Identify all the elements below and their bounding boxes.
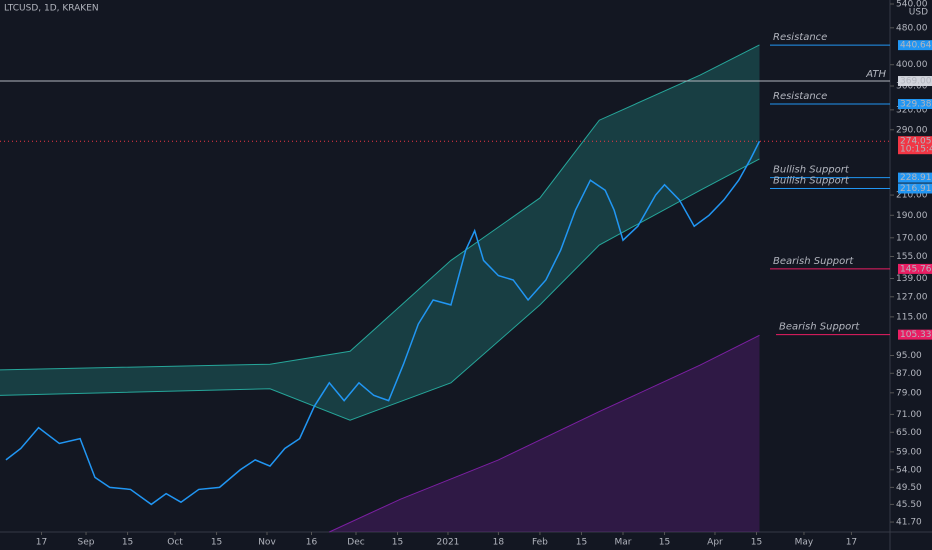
x-tick-label: Mar <box>615 538 632 548</box>
price-line <box>5 140 761 506</box>
y-tick-label: 170.00 <box>896 233 928 243</box>
y-tick-label: 480.00 <box>896 23 928 33</box>
level-price: 440.64 <box>900 41 932 51</box>
y-tick-label: 71.00 <box>896 410 922 420</box>
level-tag <box>898 329 932 340</box>
level-price: 228.91 <box>900 173 932 183</box>
y-tick-label: 41.70 <box>896 518 922 528</box>
last-price-value: 274.05 <box>900 137 932 147</box>
x-tick-label: 15 <box>576 538 587 548</box>
x-tick-label: 18 <box>493 538 505 548</box>
y-axis-label: USD <box>909 8 928 18</box>
band-lower <box>0 158 760 421</box>
y-tick-label: 59.00 <box>896 447 922 457</box>
y-tick-label: 45.50 <box>896 500 922 510</box>
y-tick-label: 190.00 <box>896 211 928 221</box>
y-tick-label: 320.00 <box>896 105 928 115</box>
chart-title: LTCUSD, 1D, KRAKEN <box>4 4 99 14</box>
level-label: Bullish Support <box>773 176 850 187</box>
level-label: Resistance <box>773 32 827 43</box>
y-tick-label: 65.00 <box>896 428 922 438</box>
x-tick-label: 15 <box>122 538 133 548</box>
ath-price: 369.00 <box>900 77 932 87</box>
y-tick-label: 540.00 <box>896 0 928 10</box>
level-tag <box>898 40 932 51</box>
y-tick-label: 360.00 <box>896 82 928 92</box>
level-price: 329.38 <box>900 100 932 110</box>
level-price: 105.33 <box>900 330 932 340</box>
band-upper <box>0 44 760 371</box>
level-label: Bearish Support <box>773 256 854 267</box>
y-tick-label: 95.00 <box>896 351 922 361</box>
x-tick-label: 16 <box>306 538 318 548</box>
ath-label: ATH <box>865 69 886 80</box>
y-tick-label: 115.00 <box>896 312 928 322</box>
level-price: 216.91 <box>900 184 932 194</box>
y-tick-label: 155.00 <box>896 252 928 262</box>
ath-tag <box>898 76 932 87</box>
x-tick-label: 15 <box>659 538 670 548</box>
level-label: Bearish Support <box>779 322 860 333</box>
y-tick-label: 139.00 <box>896 274 928 284</box>
x-tick-label: 15 <box>211 538 222 548</box>
level-tag <box>898 263 932 274</box>
y-tick-label: 49.50 <box>896 483 922 493</box>
level-tag <box>898 172 932 183</box>
level-label: Bullish Support <box>773 165 850 176</box>
x-tick-label: Nov <box>258 538 276 548</box>
y-tick-label: 400.00 <box>896 60 928 70</box>
level-label: Resistance <box>773 91 827 102</box>
band-area <box>0 44 760 421</box>
x-tick-label: Oct <box>167 538 183 548</box>
x-tick-label: Feb <box>532 538 548 548</box>
x-tick-label: Sep <box>78 538 95 548</box>
x-tick-label: May <box>795 538 814 548</box>
band-upper <box>329 334 760 533</box>
level-tag <box>898 99 932 110</box>
x-tick-label: 2021 <box>437 538 460 548</box>
x-tick-label: Apr <box>707 538 723 548</box>
level-price: 145.76 <box>900 264 932 274</box>
x-tick-label: Dec <box>347 538 364 548</box>
last-price-tag <box>898 136 932 155</box>
last-price-time: 10:15:48 <box>900 145 932 155</box>
y-tick-label: 87.00 <box>896 369 922 379</box>
band-area <box>329 335 760 532</box>
y-tick-label: 127.00 <box>896 292 928 302</box>
y-tick-label: 54.00 <box>896 465 922 475</box>
x-tick-label: 17 <box>846 538 857 548</box>
x-tick-label: 17 <box>36 538 47 548</box>
level-tag <box>898 183 932 194</box>
y-tick-label: 210.00 <box>896 191 928 201</box>
x-tick-label: 15 <box>392 538 403 548</box>
y-tick-label: 290.00 <box>896 125 928 135</box>
x-tick-label: 15 <box>751 538 762 548</box>
y-tick-label: 79.00 <box>896 388 922 398</box>
